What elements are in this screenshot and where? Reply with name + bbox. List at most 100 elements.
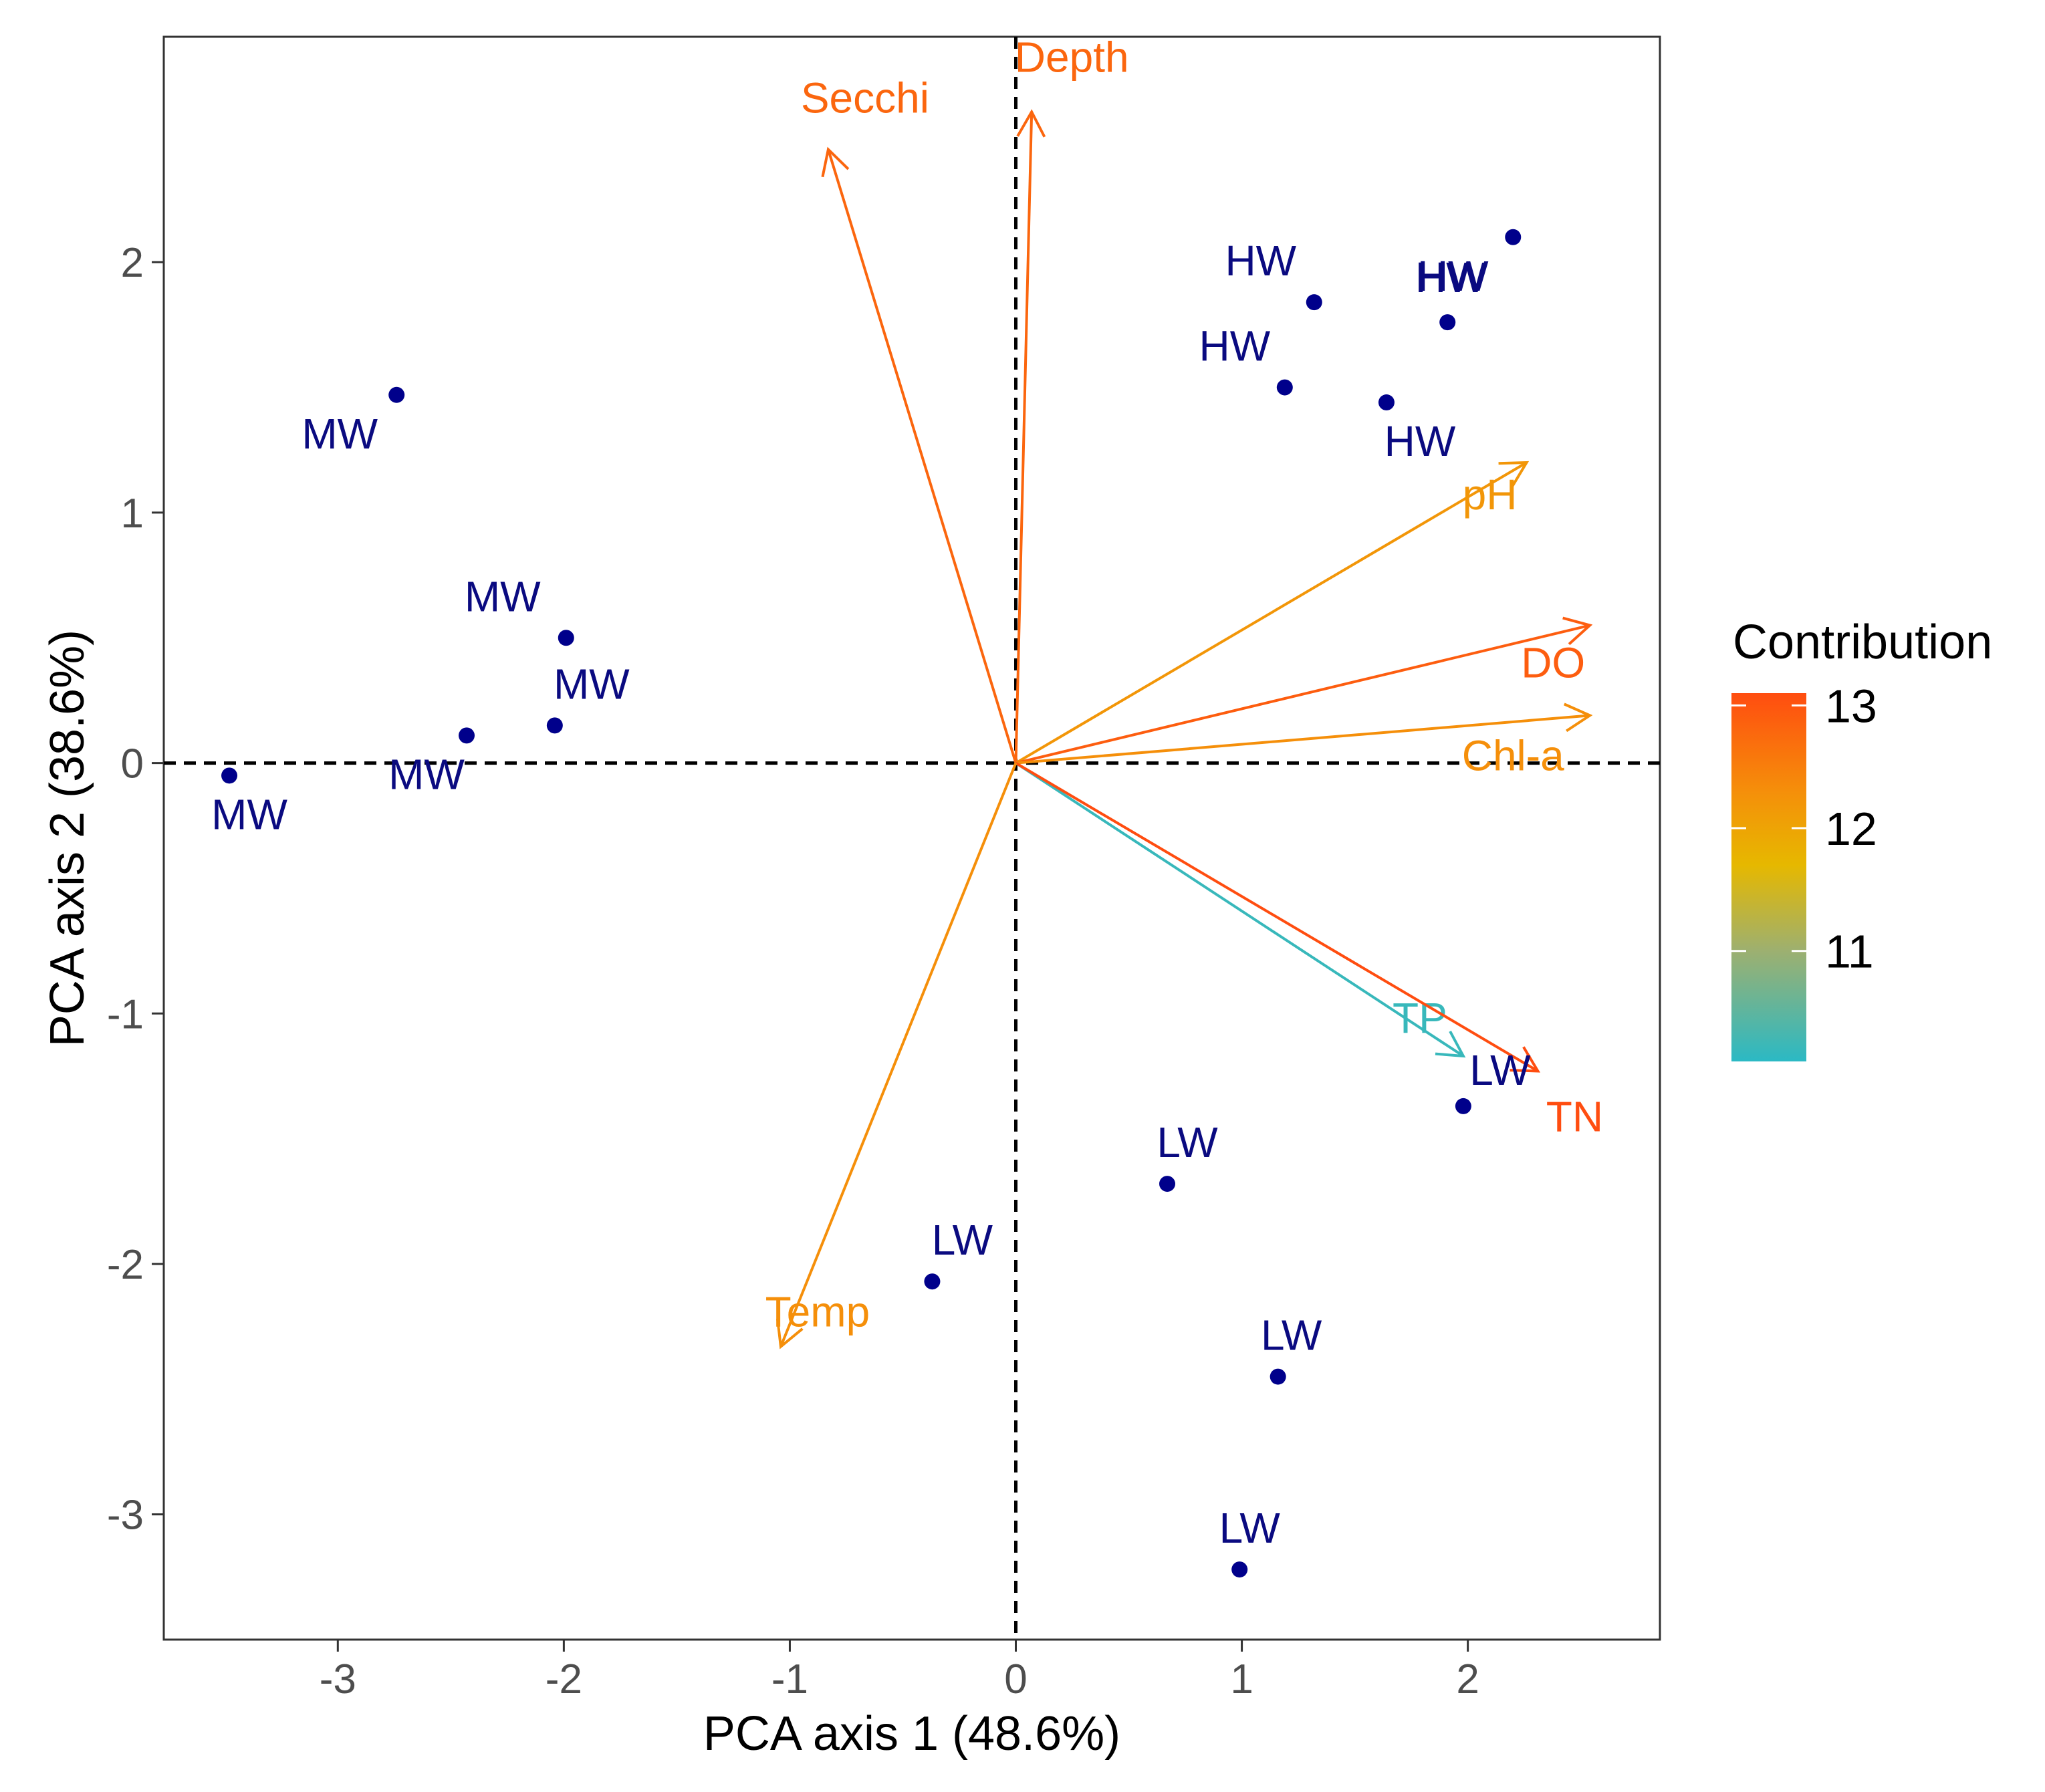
y-axis-title: PCA axis 2 (38.6%) xyxy=(41,630,94,1047)
y-tick-label: -1 xyxy=(107,991,144,1037)
point-marker xyxy=(1378,394,1395,411)
point-label: HW xyxy=(1199,322,1270,370)
vector-chl-a: Chl-a xyxy=(1015,702,1593,779)
sample-point-hw: HW xyxy=(1199,322,1293,396)
vector-tp: TP xyxy=(1015,761,1466,1058)
point-marker xyxy=(546,717,563,734)
loading-vectors: Depth Secchi pH DO Chl-aTP TN Temp xyxy=(765,33,1603,1350)
vector-line xyxy=(779,762,1017,1348)
vector-line xyxy=(1015,714,1590,765)
legend-title: Contribution xyxy=(1733,616,1992,669)
plot-panel xyxy=(162,35,1661,1641)
sample-point-mw: MW xyxy=(546,660,630,734)
point-label: HW xyxy=(1415,253,1487,301)
vector-arrowhead xyxy=(1562,616,1593,646)
y-tick-label: 2 xyxy=(121,240,144,286)
vector-arrowhead xyxy=(821,146,850,178)
vector-arrowhead xyxy=(1498,461,1530,488)
sample-point-mw: MW xyxy=(302,386,405,458)
point-label: LW xyxy=(1219,1504,1281,1552)
x-tick-label: -3 xyxy=(320,1656,356,1702)
sample-point-lw: LW xyxy=(1219,1504,1281,1578)
legend-tick-label: 12 xyxy=(1825,803,1877,855)
sample-point-lw: LW xyxy=(1157,1118,1218,1192)
axes: -3 -2 -1 0 1 2 -3 -2 -1 0 1 2 xyxy=(107,240,1479,1702)
point-marker xyxy=(1505,229,1522,245)
point-marker xyxy=(558,630,574,646)
legend-colorbar xyxy=(1731,693,1806,1061)
y-tick-label: -3 xyxy=(107,1493,144,1539)
y-tick-label: -2 xyxy=(107,1242,144,1288)
point-marker xyxy=(1231,1561,1248,1578)
point-label: LW xyxy=(1261,1311,1322,1360)
vector-label: Temp xyxy=(765,1288,870,1336)
x-tick-label: 2 xyxy=(1456,1656,1479,1702)
x-axis-title: PCA axis 1 (48.6%) xyxy=(703,1707,1120,1761)
point-marker xyxy=(1439,314,1456,331)
sample-point-hw: HW xyxy=(1415,253,1487,331)
vector-label: TN xyxy=(1546,1092,1603,1140)
point-label: MW xyxy=(554,660,630,708)
vector-line xyxy=(1015,624,1590,765)
vector-ph: pH xyxy=(1015,461,1530,765)
point-label: LW xyxy=(1157,1118,1218,1166)
vector-label: Chl-a xyxy=(1462,731,1564,779)
x-tick-label: -2 xyxy=(546,1656,582,1702)
legend-tick-label: 13 xyxy=(1825,680,1877,732)
point-label: HW xyxy=(1225,237,1296,285)
point-marker xyxy=(388,386,405,403)
y-tick-label: 0 xyxy=(121,741,144,787)
vector-line xyxy=(1015,761,1539,1073)
sample-point-lw: LW xyxy=(1261,1311,1322,1385)
point-marker xyxy=(1306,294,1322,311)
sample-point-mw: MW xyxy=(465,572,574,646)
vector-arrowhead xyxy=(1435,1030,1466,1058)
vector-line xyxy=(1014,112,1034,763)
vector-arrowhead xyxy=(1016,109,1046,138)
panel-border xyxy=(162,35,1661,1641)
point-marker xyxy=(221,767,238,784)
point-label: LW xyxy=(932,1216,993,1264)
point-label: MW xyxy=(388,750,465,798)
point-marker xyxy=(1276,379,1293,396)
sample-point-lw: LW xyxy=(924,1216,993,1290)
vector-secchi: Secchi xyxy=(801,74,1017,764)
sample-point-mw: MW xyxy=(211,767,287,838)
vector-depth: Depth xyxy=(1014,33,1129,763)
sample-point-hw: HW xyxy=(1225,237,1322,311)
vector-line xyxy=(1015,761,1464,1057)
point-marker xyxy=(1455,1098,1471,1114)
vector-arrowhead xyxy=(776,1318,804,1350)
point-marker xyxy=(1270,1368,1286,1385)
sample-point-hw: HW xyxy=(1378,394,1456,465)
sample-point-hw: HW xyxy=(1417,229,1522,300)
point-label: MW xyxy=(211,790,287,838)
point-label: MW xyxy=(465,572,541,620)
y-tick-label: 1 xyxy=(121,491,144,537)
sample-point-lw: LW xyxy=(1455,1046,1531,1114)
point-label: HW xyxy=(1417,252,1489,300)
contribution-legend: Contribution 11 12 13 xyxy=(1731,616,1992,1061)
vector-label: Depth xyxy=(1015,33,1129,81)
vector-tn: TN xyxy=(1015,761,1603,1140)
point-marker xyxy=(924,1273,941,1290)
sample-point-mw: MW xyxy=(388,727,475,798)
vector-line xyxy=(1015,461,1528,765)
vector-label: Secchi xyxy=(801,74,929,122)
vector-label: pH xyxy=(1463,471,1518,519)
x-tick-label: -1 xyxy=(771,1656,808,1702)
vector-label: DO xyxy=(1521,639,1585,687)
vector-do: DO xyxy=(1015,616,1593,765)
legend-tick-label: 11 xyxy=(1825,926,1874,978)
reference-lines xyxy=(164,37,1660,1640)
x-tick-label: 1 xyxy=(1230,1656,1253,1702)
point-marker xyxy=(1159,1176,1176,1192)
vector-arrowhead xyxy=(1510,1046,1541,1073)
point-marker xyxy=(459,727,475,744)
vector-line xyxy=(827,149,1017,764)
x-tick-label: 0 xyxy=(1004,1656,1027,1702)
point-label: HW xyxy=(1385,417,1456,465)
point-label: MW xyxy=(302,410,378,458)
